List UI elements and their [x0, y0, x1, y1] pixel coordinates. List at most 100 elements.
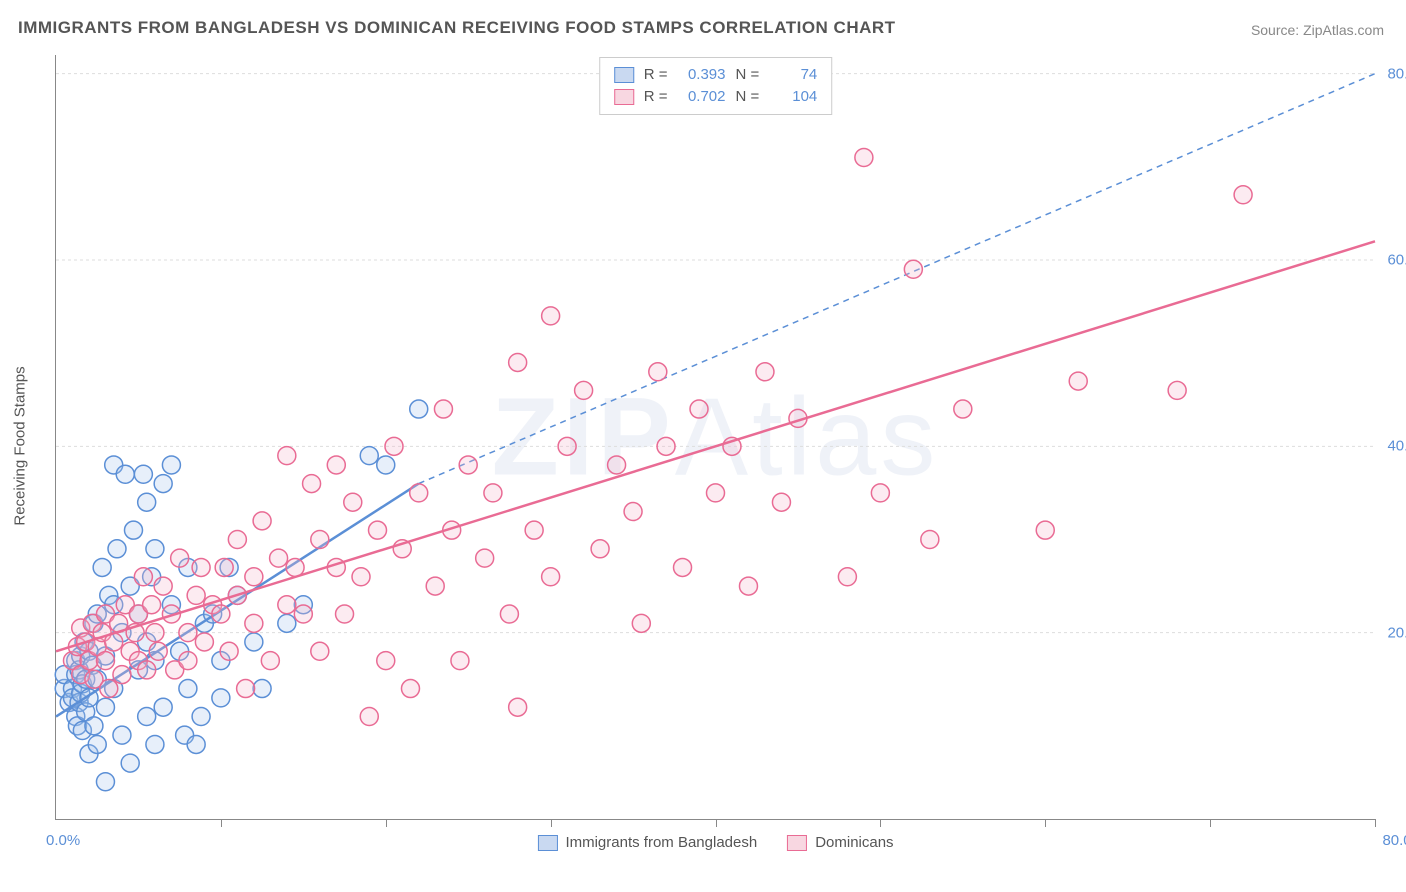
scatter-point [855, 148, 873, 166]
scatter-point [154, 577, 172, 595]
scatter-point [162, 456, 180, 474]
scatter-point [632, 614, 650, 632]
scatter-point [608, 456, 626, 474]
y-tick-label: 20.0% [1387, 624, 1406, 641]
legend-r-label: R = [644, 86, 668, 108]
scatter-point [192, 708, 210, 726]
scatter-point [93, 558, 111, 576]
legend-r-value-2: 0.702 [678, 86, 726, 108]
scatter-point [838, 568, 856, 586]
scatter-point [649, 363, 667, 381]
scatter-point [434, 400, 452, 418]
series-legend: Immigrants from Bangladesh Dominicans [537, 834, 893, 851]
scatter-point [360, 447, 378, 465]
legend-n-label: N = [736, 86, 760, 108]
y-tick-label: 60.0% [1387, 251, 1406, 268]
scatter-point [212, 605, 230, 623]
swatch-pink-icon [614, 89, 634, 105]
x-axis-max-label: 80.0% [1382, 832, 1406, 849]
legend-row-series-1: R = 0.393 N = 74 [614, 64, 818, 86]
plot-area: ZIPAtlas R = 0.393 N = 74 R = 0.702 N = … [55, 55, 1375, 820]
chart-title: IMMIGRANTS FROM BANGLADESH VS DOMINICAN … [18, 18, 896, 38]
scatter-point [146, 735, 164, 753]
scatter-point [253, 680, 271, 698]
scatter-point [707, 484, 725, 502]
scatter-point [228, 530, 246, 548]
legend-n-value-1: 74 [769, 64, 817, 86]
scatter-point [215, 558, 233, 576]
scatter-point [253, 512, 271, 530]
scatter-point [690, 400, 708, 418]
scatter-point [146, 624, 164, 642]
scatter-point [154, 698, 172, 716]
scatter-point [352, 568, 370, 586]
scatter-point [96, 652, 114, 670]
legend-label-2: Dominicans [815, 834, 893, 851]
scatter-point [171, 549, 189, 567]
swatch-blue-icon [614, 67, 634, 83]
y-tick-label: 80.0% [1387, 65, 1406, 82]
scatter-point [558, 437, 576, 455]
scatter-point [624, 503, 642, 521]
scatter-point [542, 307, 560, 325]
scatter-point [187, 735, 205, 753]
legend-r-value-1: 0.393 [678, 64, 726, 86]
scatter-point [674, 558, 692, 576]
scatter-point [921, 530, 939, 548]
scatter-point [509, 353, 527, 371]
scatter-point [212, 689, 230, 707]
scatter-point [134, 568, 152, 586]
legend-item-1: Immigrants from Bangladesh [537, 834, 757, 851]
y-axis-label: Receiving Food Stamps [12, 366, 29, 525]
scatter-point [278, 596, 296, 614]
scatter-point [138, 708, 156, 726]
source-label: Source: [1251, 22, 1299, 38]
x-tick [1045, 819, 1046, 827]
scatter-point [871, 484, 889, 502]
scatter-point [116, 465, 134, 483]
x-tick [386, 819, 387, 827]
swatch-pink-icon [787, 835, 807, 851]
scatter-point [237, 680, 255, 698]
scatter-point [377, 456, 395, 474]
scatter-point [278, 447, 296, 465]
scatter-point [410, 484, 428, 502]
scatter-point [500, 605, 518, 623]
scatter-point [179, 652, 197, 670]
scatter-point [327, 456, 345, 474]
scatter-point [245, 568, 263, 586]
x-tick [551, 819, 552, 827]
scatter-point [121, 754, 139, 772]
scatter-point [311, 530, 329, 548]
scatter-point [138, 661, 156, 679]
scatter-point [1069, 372, 1087, 390]
scatter-point [476, 549, 494, 567]
swatch-blue-icon [537, 835, 557, 851]
scatter-point [509, 698, 527, 716]
scatter-point [294, 605, 312, 623]
scatter-point [134, 465, 152, 483]
scatter-point [451, 652, 469, 670]
scatter-point [377, 652, 395, 670]
scatter-point [179, 680, 197, 698]
scatter-point [336, 605, 354, 623]
scatter-point [954, 400, 972, 418]
trend-line [56, 241, 1375, 651]
source-attribution: Source: ZipAtlas.com [1251, 22, 1384, 38]
scatter-point [385, 437, 403, 455]
scatter-point [278, 614, 296, 632]
x-tick [1375, 819, 1376, 827]
scatter-point [657, 437, 675, 455]
chart-container: IMMIGRANTS FROM BANGLADESH VS DOMINICAN … [0, 0, 1406, 892]
x-tick [716, 819, 717, 827]
legend-item-2: Dominicans [787, 834, 893, 851]
scatter-point [261, 652, 279, 670]
scatter-point [143, 596, 161, 614]
scatter-point [410, 400, 428, 418]
scatter-point [591, 540, 609, 558]
scatter-point [138, 493, 156, 511]
scatter-point [1234, 186, 1252, 204]
scatter-point [459, 456, 477, 474]
scatter-point [113, 666, 131, 684]
scatter-point [270, 549, 288, 567]
